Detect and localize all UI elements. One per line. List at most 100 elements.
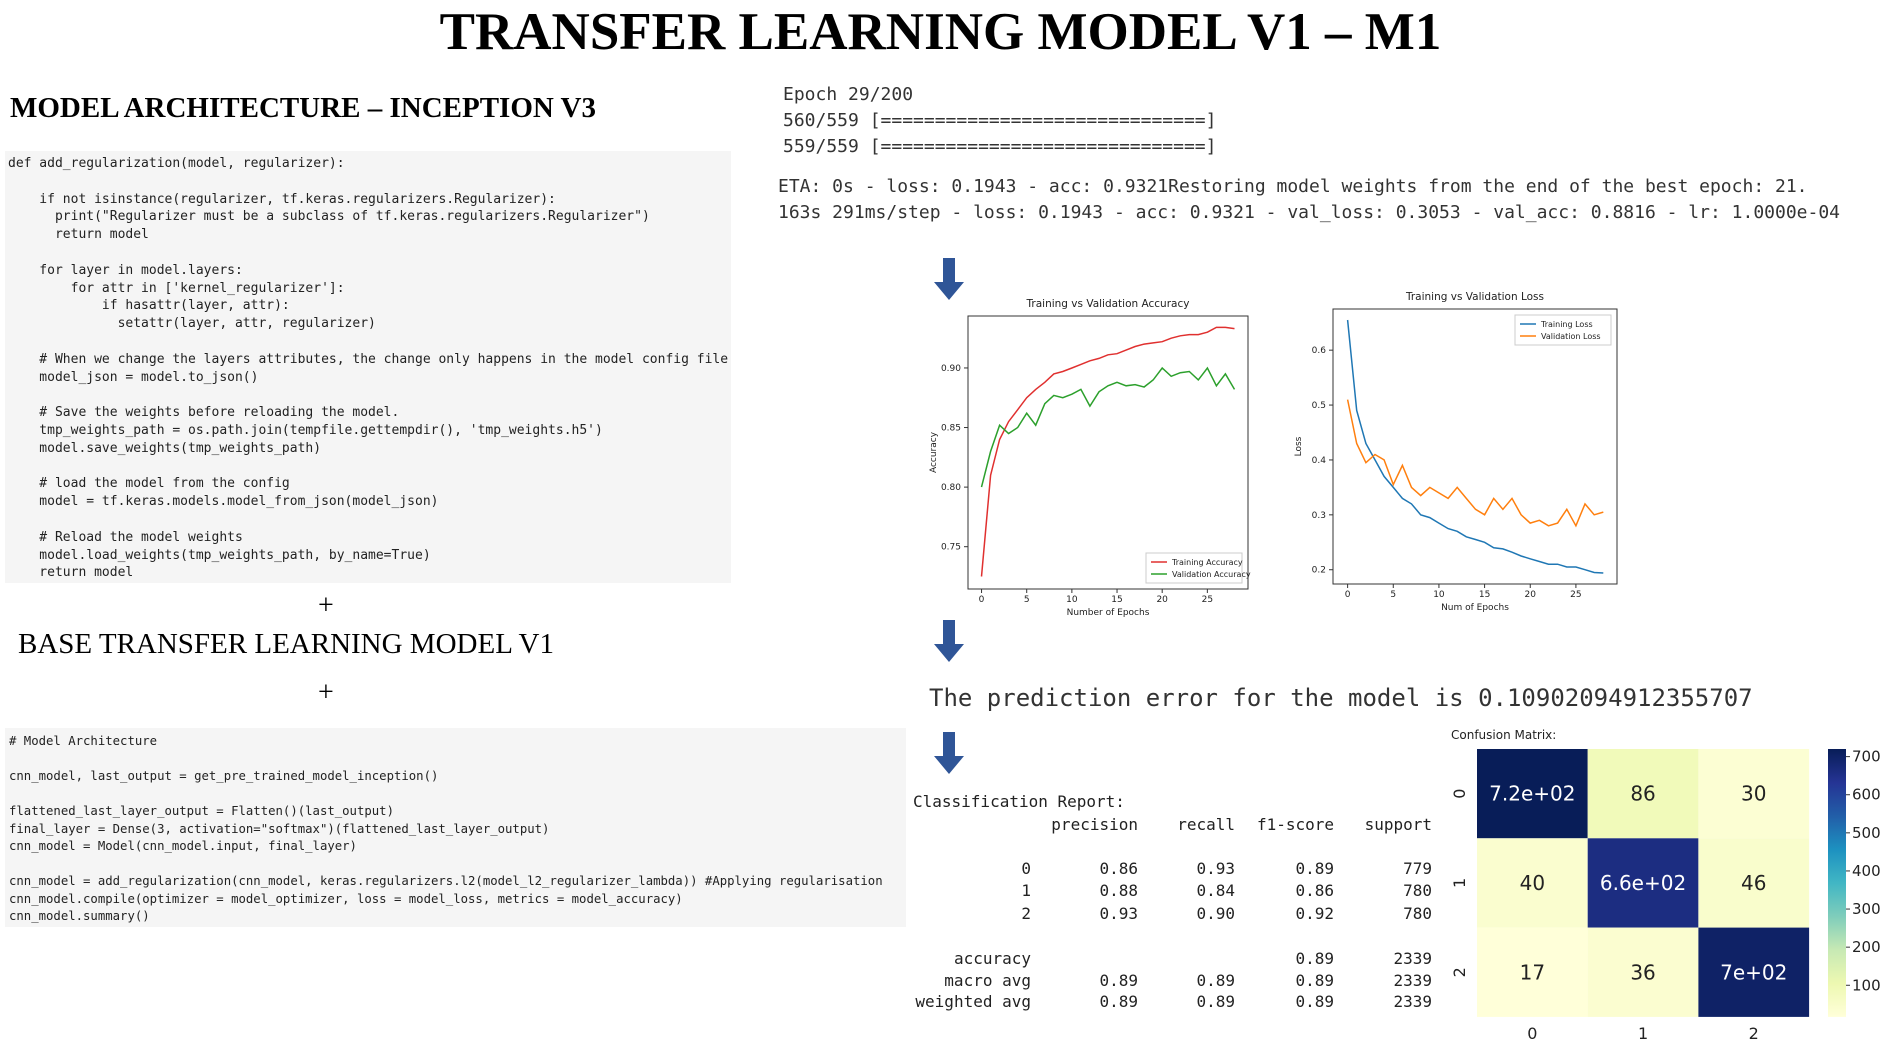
log-line: 559/559 [==============================]	[783, 136, 1217, 157]
report-header: precision	[1051, 815, 1138, 834]
y-tick-label: 0.6	[1312, 346, 1327, 356]
colorbar-tick-label: 500	[1852, 824, 1881, 842]
x-tick-label: 0	[1345, 590, 1351, 600]
cell-label: 6.6e+02	[1600, 871, 1686, 895]
down-arrow	[934, 732, 964, 774]
colorbar-tick-label: 300	[1852, 900, 1881, 918]
report-cell: 0.92	[1295, 904, 1334, 923]
report-cell: 0	[1021, 859, 1031, 878]
y-tick-label: 0.75	[941, 543, 961, 553]
report-cell: 2	[1021, 904, 1031, 923]
cell-label: 36	[1630, 960, 1655, 984]
report-cell: 0.84	[1196, 881, 1235, 900]
down-arrow	[934, 620, 964, 662]
y-tick-label: 0.4	[1312, 456, 1327, 466]
report-header: recall	[1177, 815, 1235, 834]
heatmap-cell	[1587, 749, 1699, 839]
heatmap-cell	[1477, 749, 1588, 839]
report-cell: 0.89	[1295, 992, 1334, 1011]
section-heading: MODEL ARCHITECTURE – INCEPTION V3	[10, 92, 597, 124]
data-line	[1346, 319, 1604, 574]
cell-label: 46	[1741, 871, 1766, 895]
report-cell: 2339	[1393, 949, 1432, 968]
report-cell: 2339	[1393, 971, 1432, 990]
plot-area	[967, 315, 1249, 590]
data-line	[980, 326, 1235, 577]
cell-label: 7.2e+02	[1489, 782, 1575, 806]
report-cell: 0.89	[1196, 992, 1235, 1011]
section-heading: BASE TRANSFER LEARNING MODEL V1	[18, 628, 555, 660]
report-cell: 0.89	[1099, 971, 1138, 990]
prediction-error: The prediction error for the model is 0.…	[929, 684, 1753, 712]
report-cell: accuracy	[953, 949, 1031, 968]
slide-title: TRANSFER LEARNING MODEL V1 – M1	[439, 3, 1442, 61]
x-axis-label: Number of Epochs	[1067, 608, 1150, 618]
heatmap-cell	[1698, 749, 1810, 839]
x-tick-label: 10	[1066, 595, 1078, 605]
arrows	[934, 258, 964, 774]
x-tick-label: 5	[1390, 590, 1396, 600]
report-header: support	[1364, 815, 1432, 834]
down-arrow	[934, 258, 964, 300]
code-block: # Model Architecture cnn_model, last_out…	[5, 728, 906, 927]
y-axis-label: Loss	[1294, 436, 1304, 456]
y-tick-label: 0.85	[941, 424, 961, 434]
x-tick-label: 5	[1024, 595, 1030, 605]
report-cell: 2339	[1393, 992, 1432, 1011]
y-tick-label: 0.2	[1312, 566, 1326, 576]
log-line: Epoch 29/200	[783, 84, 914, 105]
report-title: Classification Report:	[913, 792, 1125, 811]
colorbar-tick-label: 100	[1852, 976, 1881, 994]
heatmap-cell	[1477, 927, 1588, 1017]
colorbar-tick-label: 600	[1852, 786, 1881, 804]
report-cell: 0.89	[1099, 992, 1138, 1011]
y-axis-label: Accuracy	[929, 431, 939, 473]
report-cell: 779	[1403, 859, 1432, 878]
colorbar-tick-label: 400	[1852, 862, 1881, 880]
x-tick-label: 20	[1156, 595, 1168, 605]
x-tick-label: 0	[1527, 1024, 1537, 1042]
report-cell: 0.90	[1196, 904, 1235, 923]
report-cell: 0.89	[1196, 971, 1235, 990]
report-cell: 0.93	[1099, 904, 1138, 923]
heatmap-cell	[1698, 838, 1810, 928]
legend-label: Training Loss	[1540, 320, 1593, 329]
x-axis-label: Num of Epochs	[1441, 603, 1509, 613]
cell-label: 40	[1520, 871, 1545, 895]
report-cell: 0.88	[1099, 881, 1138, 900]
x-tick-label: 0	[979, 595, 985, 605]
colorbar	[1828, 749, 1846, 1017]
report-cell: 0.93	[1196, 859, 1235, 878]
data-line	[980, 366, 1236, 488]
plus-sign: +	[318, 677, 334, 708]
x-tick-label: 15	[1111, 595, 1122, 605]
report-cell: 0.86	[1295, 881, 1334, 900]
heatmap-cell	[1477, 838, 1588, 928]
heatmap-cell	[1587, 838, 1699, 928]
y-tick-label: 0.3	[1312, 511, 1326, 521]
log-line: 560/559 [==============================]	[783, 110, 1217, 131]
report-cell: weighted avg	[915, 992, 1031, 1011]
cell-label: 30	[1741, 782, 1766, 806]
report-cell: 780	[1403, 881, 1432, 900]
y-tick-label: 0.5	[1312, 401, 1326, 411]
report-cell: 0.89	[1295, 949, 1334, 968]
x-tick-label: 25	[1570, 590, 1581, 600]
x-tick-label: 25	[1202, 595, 1213, 605]
colorbar-tick-label: 700	[1852, 748, 1881, 766]
log-line: ETA: 0s - loss: 0.1943 - acc: 0.9321Rest…	[778, 176, 1808, 197]
report-cell: 780	[1403, 904, 1432, 923]
heatmap-cell	[1698, 927, 1810, 1017]
report-cell: macro avg	[944, 971, 1031, 990]
legend-label: Validation Loss	[1541, 332, 1601, 341]
plot-area	[1332, 308, 1618, 585]
data-line	[1346, 399, 1604, 528]
log-line: 163s 291ms/step - loss: 0.1943 - acc: 0.…	[778, 202, 1841, 223]
chart-title: Training vs Validation Loss	[1405, 291, 1544, 303]
x-tick-label: 1	[1638, 1024, 1648, 1042]
legend-box	[1514, 314, 1612, 346]
y-tick-label: 0	[1450, 789, 1469, 799]
legend-label: Validation Accuracy	[1172, 570, 1251, 579]
